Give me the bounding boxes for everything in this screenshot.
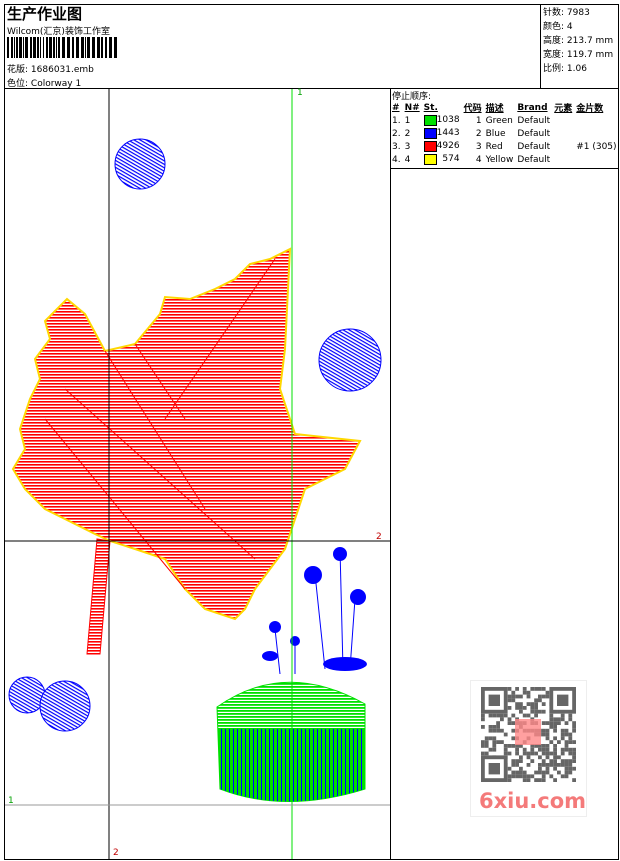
embroidery-preview [5, 89, 390, 859]
watermark-logo: 6xiu.com [479, 789, 587, 813]
circle-motif [114, 138, 166, 190]
color-swatch [423, 141, 437, 152]
color-swatch [423, 154, 437, 165]
table-row: 1. 1 1038 1 Green Default [392, 115, 551, 126]
table-row: 2. 2 1443 2 Blue Default [392, 128, 551, 139]
leaf-stem [86, 538, 111, 655]
info-item: 宽度: 119.7 mm [543, 50, 614, 60]
info-item: 颜色: 4 [543, 22, 573, 32]
info-list: 针数: 7983 颜色: 4 高度: 213.7 mm 宽度: 119.7 mm 比例:… [543, 5, 613, 75]
axis-label: 2 [376, 532, 382, 542]
column-header: 金片数 [576, 104, 604, 114]
column-header: 描述 [485, 104, 504, 114]
stops-title: 停止顺序: [392, 92, 432, 102]
table-row: 3. 3 4926 3 Red Default #1 (305) [392, 141, 617, 152]
info-item: 高度: 213.7 mm [543, 36, 614, 46]
axis-label: 1 [297, 88, 303, 98]
circle-motif [318, 328, 382, 392]
company-name: Wilcom(汇京)装饰工作室 [7, 27, 110, 37]
column-header: Brand [517, 102, 548, 113]
leaf-shape [11, 247, 362, 621]
colorway: 色位: Colorway 1 [7, 79, 82, 89]
axis-label: 2 [113, 848, 119, 858]
color-swatch [423, 128, 437, 139]
qr-watermark: 6xiu.com [470, 680, 587, 817]
qr-code [481, 687, 576, 782]
table-row: 4. 4 574 4 Yellow Default [392, 154, 551, 165]
plant-stems [274, 548, 356, 675]
design-file: 花版: 1686031.emb [7, 65, 94, 75]
barcode [7, 37, 117, 58]
column-header: N# [404, 102, 420, 113]
design-area [4, 88, 391, 860]
page-title: 生产作业图 [7, 5, 83, 23]
info-item: 针数: 7983 [543, 8, 590, 18]
info-item: 比例: 1.06 [543, 64, 587, 74]
column-header: # [392, 102, 400, 113]
stops-table: # N# St. 代码 描述 Brand 元素 金片数 1. 1 1038 1 Green Default… [390, 101, 619, 166]
column-header: St. [423, 102, 438, 113]
column-header: 元素 [554, 104, 573, 114]
color-swatch [423, 115, 437, 126]
column-header: 代码 [463, 104, 482, 114]
circle-motif [39, 680, 91, 732]
axis-label: 1 [8, 796, 14, 806]
stops-header: # N# St. 代码 描述 Brand 元素 金片数 [390, 101, 619, 115]
seal-icon [515, 719, 541, 745]
